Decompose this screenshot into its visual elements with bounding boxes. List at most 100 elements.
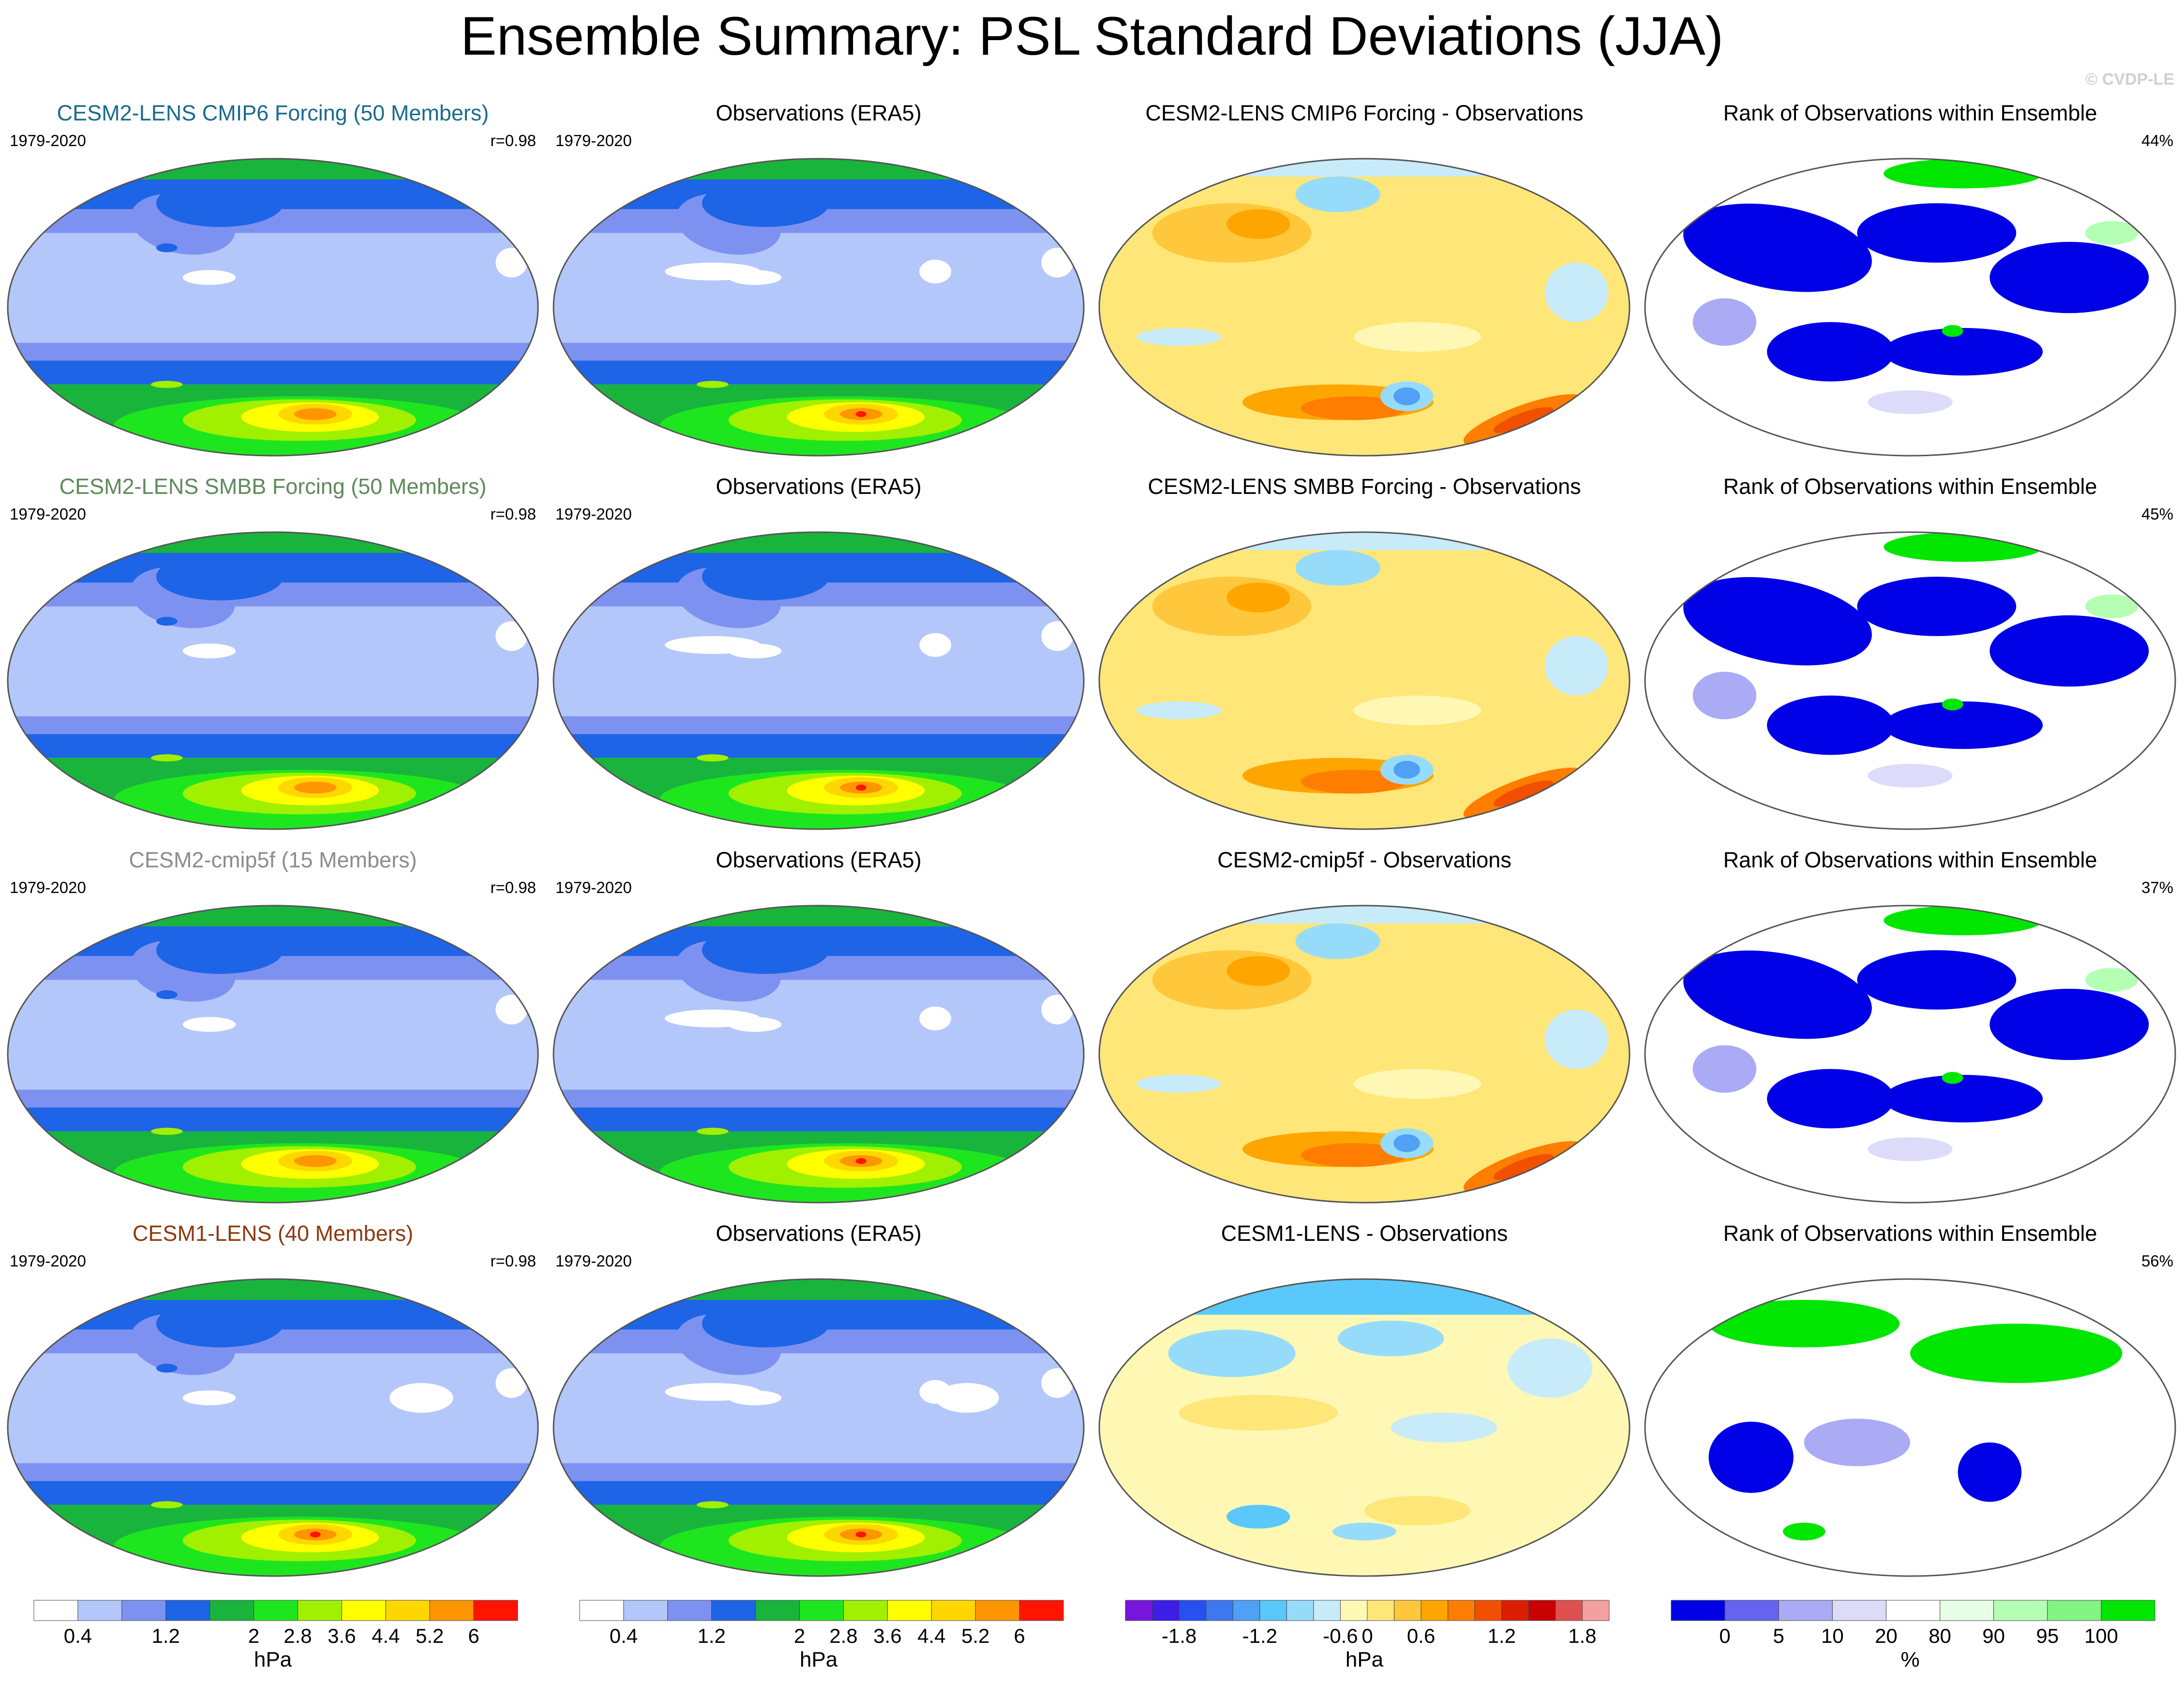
colorbar-swatch: [473, 1600, 518, 1621]
map-panel-obs: Observations (ERA5) 1979-2020: [546, 465, 1092, 839]
colorbar-tick-label: 6: [468, 1624, 479, 1647]
colorbar-tick-label: 2: [793, 1624, 806, 1647]
colorbar-tick-label: 4.4: [917, 1624, 946, 1647]
diff-map: [1098, 905, 1631, 1204]
colorbar-swatch: [1232, 1600, 1260, 1621]
map-panel-model: CESM1-LENS (40 Members) 1979-2020 r=0.98: [0, 1212, 546, 1586]
colorbar-tick-label: 0: [1361, 1624, 1373, 1647]
colorbar-swatch: [1501, 1600, 1529, 1621]
colorbar-swatch: [1993, 1600, 2048, 1621]
colorbar-swatch: [1152, 1600, 1180, 1621]
colorbar-swatch: [1448, 1600, 1475, 1621]
obs-map-field: [553, 159, 1084, 456]
rank-map-outline: [1644, 1278, 2176, 1577]
panel-title: Rank of Observations within Ensemble: [1723, 1221, 2097, 1246]
obs-map-outline: [553, 1278, 1085, 1577]
colorbar-swatch: [341, 1600, 386, 1621]
diff-map-field: [1099, 906, 1630, 1203]
watermark: © CVDP-LE: [2085, 70, 2174, 89]
panel-years: 1979-2020: [555, 1252, 632, 1270]
colorbar-rank: 0 5 10 20 80 90 95 100%: [1637, 1596, 2183, 1679]
colorbar-tick-label: -0.6: [1323, 1624, 1358, 1647]
diff-map-outline: [1098, 531, 1631, 830]
colorbar-tick-label: 100: [2084, 1624, 2118, 1647]
colorbar-tick-label: 90: [1982, 1624, 2005, 1647]
map-panel-obs: Observations (ERA5) 1979-2020: [546, 1212, 1092, 1586]
rank-percent: 37%: [2141, 879, 2173, 896]
colorbar-tick-label: 1.2: [697, 1624, 726, 1647]
panel-title: Rank of Observations within Ensemble: [1723, 474, 2097, 499]
colorbar-swatch: [887, 1600, 932, 1621]
diff-map-field: [1099, 532, 1630, 829]
colorbar-swatch: [975, 1600, 1020, 1621]
rank-map: [1644, 1278, 2176, 1577]
colorbar-tick-label: -1.2: [1242, 1624, 1277, 1647]
panel-title: Rank of Observations within Ensemble: [1723, 848, 2097, 872]
colorbar-swatch: [2047, 1600, 2102, 1621]
colorbar-swatch: [385, 1600, 430, 1621]
colorbar-diff: -1.8 -1.2 -0.6 0 0.6 1.2 1.8 hPa: [1092, 1596, 1637, 1679]
map-panel-rank: Rank of Observations within Ensemble 37%: [1637, 839, 2183, 1212]
panel-title: Observations (ERA5): [716, 848, 922, 872]
colorbar-tick-label: 1.8: [1568, 1624, 1597, 1647]
map-panel-diff: CESM2-cmip5f - Observations: [1092, 839, 1637, 1212]
rank-map-outline: [1644, 531, 2176, 830]
diff-map: [1098, 531, 1631, 830]
colorbar-tick-label: 0.4: [609, 1624, 638, 1647]
panel-years: 1979-2020: [10, 879, 86, 896]
colorbar-swatch: [1206, 1600, 1233, 1621]
colorbar-tick-label: 80: [1929, 1624, 1951, 1647]
colorbar-tick-label: 5.2: [415, 1624, 444, 1647]
colorbar-tick-label: 1.2: [1487, 1624, 1516, 1647]
panel-years: 1979-2020: [555, 505, 632, 523]
colorbar-swatch: [1555, 1600, 1583, 1621]
colorbar-tick-label: 1.2: [151, 1624, 180, 1647]
panel-title: CESM1-LENS (40 Members): [132, 1221, 414, 1246]
colorbar-tick-label: 2: [248, 1624, 260, 1647]
colorbar-swatch: [1724, 1600, 1779, 1621]
diff-map: [1098, 158, 1631, 457]
obs-map-field: [553, 906, 1084, 1203]
colorbar-unit: hPa: [1345, 1648, 1384, 1671]
model-map: [7, 531, 539, 830]
pattern-correlation: r=0.98: [490, 505, 537, 523]
model-map-outline: [7, 905, 539, 1204]
colorbar-swatch: [77, 1600, 122, 1621]
colorbar-swatch: [165, 1600, 210, 1621]
panel-title: CESM2-LENS CMIP6 Forcing (50 Members): [57, 101, 489, 125]
colorbar-swatch: [1259, 1600, 1287, 1621]
obs-map-field: [553, 532, 1084, 829]
panel-years: 1979-2020: [555, 879, 632, 896]
panel-title: CESM1-LENS - Observations: [1221, 1221, 1508, 1246]
obs-map-outline: [553, 158, 1085, 457]
colorbar-swatch: [711, 1600, 756, 1621]
colorbar-tick-label: 6: [1014, 1624, 1025, 1647]
rank-map-field: [1645, 1279, 2175, 1576]
colorbar-swatch: [1367, 1600, 1395, 1621]
obs-map: [553, 905, 1085, 1204]
obs-map-outline: [553, 905, 1085, 1204]
colorbar-tick-label: 0.4: [63, 1624, 92, 1647]
map-panel-obs: Observations (ERA5) 1979-2020: [546, 92, 1092, 465]
map-panel-rank: Rank of Observations within Ensemble 44%: [1637, 92, 2183, 465]
model-map-outline: [7, 158, 539, 457]
panel-title: CESM2-LENS CMIP6 Forcing - Observations: [1145, 101, 1584, 125]
colorbar-swatch: [1832, 1600, 1886, 1621]
colorbar-swatch: [1528, 1600, 1556, 1621]
map-panel-model: CESM2-LENS SMBB Forcing (50 Members) 1979…: [0, 465, 546, 839]
colorbar-swatch: [1421, 1600, 1449, 1621]
panel-years: 1979-2020: [10, 132, 86, 149]
colorbar-tick-label: 95: [2036, 1624, 2059, 1647]
panel-title: CESM2-cmip5f (15 Members): [129, 848, 417, 872]
colorbar-swatch: [931, 1600, 976, 1621]
map-panel-rank: Rank of Observations within Ensemble 56%: [1637, 1212, 2183, 1586]
colorbar-swatches: [1125, 1600, 1610, 1621]
colorbar-swatch: [799, 1600, 844, 1621]
map-panel-rank: Rank of Observations within Ensemble 45%: [1637, 465, 2183, 839]
rank-map-field: [1645, 159, 2175, 456]
diff-map-field: [1099, 159, 1630, 456]
rank-map-field: [1645, 532, 2175, 829]
colorbar-swatch: [1125, 1600, 1153, 1621]
model-map: [7, 905, 539, 1204]
rank-percent: 56%: [2141, 1252, 2173, 1270]
